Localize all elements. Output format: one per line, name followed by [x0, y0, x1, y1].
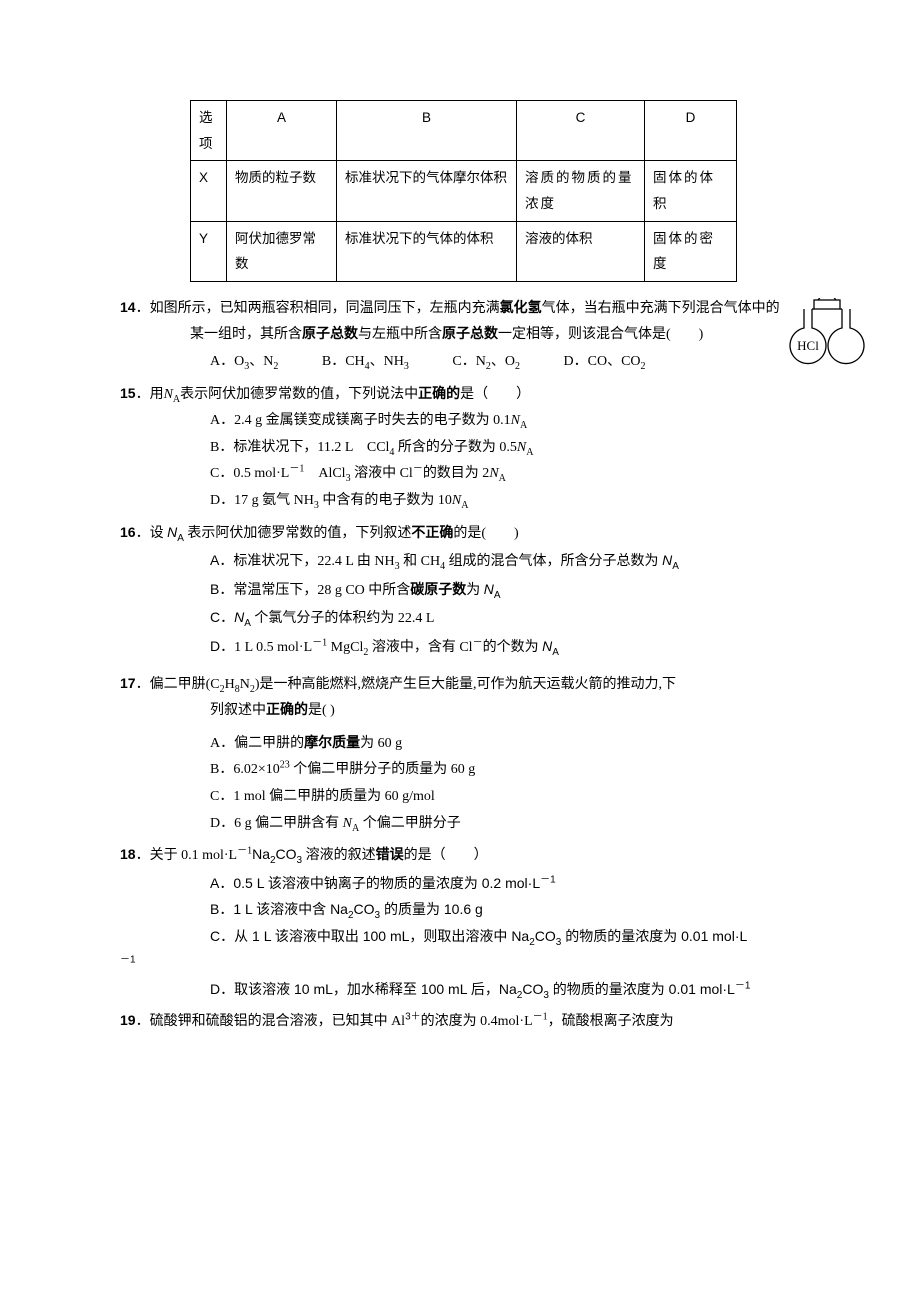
- q15-opt-d: D．17 g 氨气 NH3 中含有的电子数为 10NA: [120, 488, 800, 515]
- row-y-c: 溶液的体积: [517, 221, 645, 281]
- q14-stem-1: ．如图所示，已知两瓶容积相同，同温同压下，左瓶内充满: [136, 301, 500, 316]
- q14-stem-2: 气体，当右瓶中充满下列混合气体中的: [542, 301, 780, 316]
- question-17: 17．偏二甲肼(C2H8N2)是一种高能燃料,燃烧产生巨大能量,可作为航天运载火…: [120, 670, 800, 838]
- q14-line2: 某一组时，其所含原子总数与左瓶中所含原子总数一定相等，则该混合气体是( ): [120, 322, 800, 349]
- row-y-d: 固体的密度: [645, 221, 737, 281]
- q15-opt-a: A．2.4 g 金属镁变成镁离子时失去的电子数为 0.1NA: [120, 408, 800, 435]
- q16-opt-a: A．标准状况下，22.4 L 由 NH3 和 CH4 组成的混合气体，所含分子总…: [120, 547, 800, 576]
- row-y-a: 阿伏加德罗常数: [227, 221, 337, 281]
- q14-opt-d: D．CO、CO2: [564, 349, 646, 376]
- q14-opt-c: C．N2、O2: [452, 349, 520, 376]
- diagram-hcl-label: HCl: [797, 338, 819, 353]
- q16-opt-d: D．1 L 0.5 mol·L－1 MgCl2 溶液中，含有 Cl－的个数为 N…: [120, 633, 800, 662]
- row-x-label: X: [191, 161, 227, 221]
- th-option: 选项: [191, 101, 227, 161]
- question-15: 15．用NA表示阿伏加德罗常数的值，下列说法中正确的是（ ） A．2.4 g 金…: [120, 380, 800, 515]
- q16-opt-c: C．NA 个氯气分子的体积约为 22.4 L: [120, 604, 800, 633]
- flask-diagram: HCl: [784, 298, 870, 399]
- question-16: 16．设 NA 表示阿伏加德罗常数的值，下列叙述不正确的是( ) A．标准状况下…: [120, 519, 800, 662]
- row-x-d: 固体的体积: [645, 161, 737, 221]
- q18-opt-c-tail: －1: [120, 950, 800, 977]
- q17-opt-d: D．6 g 偏二甲肼含有 NA 个偏二甲肼分子: [120, 811, 800, 838]
- q17-line2: 列叙述中正确的是( ): [120, 698, 800, 725]
- q18-opt-c: C．从 1 L 该溶液中取出 100 mL，则取出溶液中 Na2CO3 的物质的…: [120, 923, 800, 950]
- th-c: C: [517, 101, 645, 161]
- th-b: B: [337, 101, 517, 161]
- th-a: A: [227, 101, 337, 161]
- row-x-c: 溶质的物质的量浓度: [517, 161, 645, 221]
- q14-number: 14: [120, 299, 136, 315]
- question-14: HCl 14．如图所示，已知两瓶容积相同，同温同压下，左瓶内充满氯化氢气体，当右…: [120, 294, 800, 376]
- q19-number: 19: [120, 1012, 136, 1028]
- row-x-b: 标准状况下的气体摩尔体积: [337, 161, 517, 221]
- row-y-b: 标准状况下的气体的体积: [337, 221, 517, 281]
- q16-number: 16: [120, 524, 136, 540]
- q16-opt-b: B．常温常压下，28 g CO 中所含碳原子数为 NA: [120, 576, 800, 605]
- question-18: 18．关于 0.1 mol·L－1Na2CO3 溶液的叙述错误的是（ ） A．0…: [120, 841, 800, 1003]
- options-table: 选项 A B C D X 物质的粒子数 标准状况下的气体摩尔体积 溶质的物质的量…: [190, 100, 737, 282]
- q15-opt-c: C．0.5 mol·L－1 AlCl3 溶液中 Cl－的数目为 2NA: [120, 461, 800, 488]
- q17-opt-a: A．偏二甲肼的摩尔质量为 60 g: [120, 731, 800, 758]
- q18-opt-a: A．0.5 L 该溶液中钠离子的物质的量浓度为 0.2 mol·L－1: [120, 870, 800, 897]
- row-y-label: Y: [191, 221, 227, 281]
- q18-opt-b: B．1 L 该溶液中含 Na2CO3 的质量为 10.6 g: [120, 896, 800, 923]
- q14-opt-a: A．O3、N2: [210, 349, 278, 376]
- row-x-a: 物质的粒子数: [227, 161, 337, 221]
- question-19: 19．硫酸钾和硫酸铝的混合溶液，已知其中 Al3＋的浓度为 0.4mol·L－1…: [120, 1007, 800, 1036]
- q15-opt-b: B．标准状况下，11.2 L CCl4 所含的分子数为 0.5NA: [120, 435, 800, 462]
- q17-number: 17: [120, 675, 136, 691]
- q18-opt-d: D．取该溶液 10 mL，加水稀释至 100 mL 后，Na2CO3 的物质的量…: [120, 976, 800, 1003]
- q15-number: 15: [120, 385, 136, 401]
- q14-options: A．O3、N2 B．CH4、NH3 C．N2、O2 D．CO、CO2: [120, 349, 800, 376]
- q18-number: 18: [120, 846, 136, 862]
- q17-opt-b: B．6.02×1023 个偏二甲肼分子的质量为 60 g: [120, 757, 800, 784]
- q14-stem-bold: 氯化氢: [500, 301, 542, 316]
- q14-opt-b: B．CH4、NH3: [322, 349, 409, 376]
- th-d: D: [645, 101, 737, 161]
- q17-opt-c: C．1 mol 偏二甲肼的质量为 60 g/mol: [120, 784, 800, 811]
